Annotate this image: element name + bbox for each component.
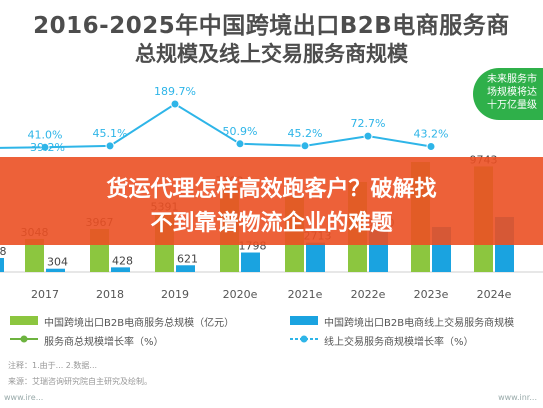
- point-online-growth-2018: [105, 141, 115, 151]
- bar-online-2017: [46, 268, 65, 272]
- growth-label-2023e: 43.2%: [414, 128, 449, 141]
- data-label-online-2018: 428: [112, 254, 133, 267]
- growth-label-2018: 45.1%: [93, 127, 128, 140]
- growth-label-2020e: 50.9%: [223, 125, 258, 138]
- x-tick-2017: 2017: [31, 288, 59, 301]
- bar-total-2017: [25, 238, 44, 272]
- growth-label-2022e: 72.7%: [351, 117, 386, 130]
- overlay-headline-line2[interactable]: 不到靠谱物流企业的难题: [150, 211, 393, 236]
- bar-online-leading: [0, 258, 4, 272]
- legend-label-online-growth: 线上交易服务商规模增长率（%）: [324, 337, 474, 348]
- badge-line-3: 十万亿量级: [487, 100, 537, 111]
- legend-swatch-online-bar: [290, 316, 318, 325]
- bar-online-2019: [176, 265, 195, 272]
- growth-label-2021e: 45.2%: [288, 127, 323, 140]
- legend-swatch-total-bar: [10, 316, 38, 325]
- legend-swatch-online-growth: [290, 335, 318, 343]
- chart-title-line2: 总规模及线上交易服务商规模: [135, 42, 408, 66]
- x-tick-2021e: 2021e: [288, 288, 323, 301]
- chart-note-1: 注释：1.由于... 2.数据...: [8, 361, 98, 370]
- overlay-headline-line1[interactable]: 货运代理怎样高效跑客户？破解找: [106, 177, 437, 202]
- line-online-growth: [0, 102, 432, 149]
- point-online-growth-2022e: [363, 131, 373, 141]
- chart-note-2: 来源：艾瑞咨询研究院自主研究及绘制。: [8, 377, 152, 386]
- forecast-badge: 未来服务市 场规模将达 十万亿量级: [473, 68, 543, 120]
- legend-label-total-bar: 中国跨境出口B2B电商服务总规模（亿元）: [44, 318, 235, 329]
- bar-online-2021e: [306, 242, 325, 272]
- chart-title-line1: 2016-2025年中国跨境出口B2B电商服务商: [33, 13, 510, 39]
- x-tick-2018: 2018: [96, 288, 124, 301]
- growth-label-2017: 41.0%: [28, 128, 63, 141]
- growth-label-leading: 39.2%: [30, 141, 65, 154]
- bar-online-2018: [111, 267, 130, 272]
- x-tick-2020e: 2020e: [223, 288, 258, 301]
- x-tick-2022e: 2022e: [351, 288, 386, 301]
- legend-swatch-total-growth: [10, 335, 38, 343]
- x-tick-2019: 2019: [161, 288, 189, 301]
- data-label-leading: 8: [0, 245, 7, 258]
- bar-online-2020e: [241, 252, 260, 272]
- point-online-growth-2017: [40, 142, 50, 152]
- growth-label-2019: 189.7%: [154, 85, 196, 98]
- badge-line-2: 场规模将达: [487, 87, 537, 98]
- data-label-online-2019: 621: [177, 252, 198, 265]
- point-online-growth-2020e: [235, 139, 245, 149]
- legend-label-online-bar: 中国跨境出口B2B电商线上交易服务商规模: [324, 318, 515, 329]
- data-label-online-2017: 304: [47, 256, 68, 269]
- legend-label-total-growth: 服务商总规模增长率（%）: [44, 337, 164, 348]
- point-online-growth-2023e: [426, 142, 436, 152]
- watermark-url: www.inr...: [498, 393, 537, 402]
- point-online-growth-2019: [170, 99, 180, 109]
- x-tick-2023e: 2023e: [414, 288, 449, 301]
- source-url: www.ire...: [4, 393, 44, 402]
- x-tick-2024e: 2024e: [477, 288, 512, 301]
- point-online-growth-2021e: [300, 141, 310, 151]
- promo-overlay-banner[interactable]: [0, 157, 543, 245]
- badge-line-1: 未来服务市: [487, 74, 537, 85]
